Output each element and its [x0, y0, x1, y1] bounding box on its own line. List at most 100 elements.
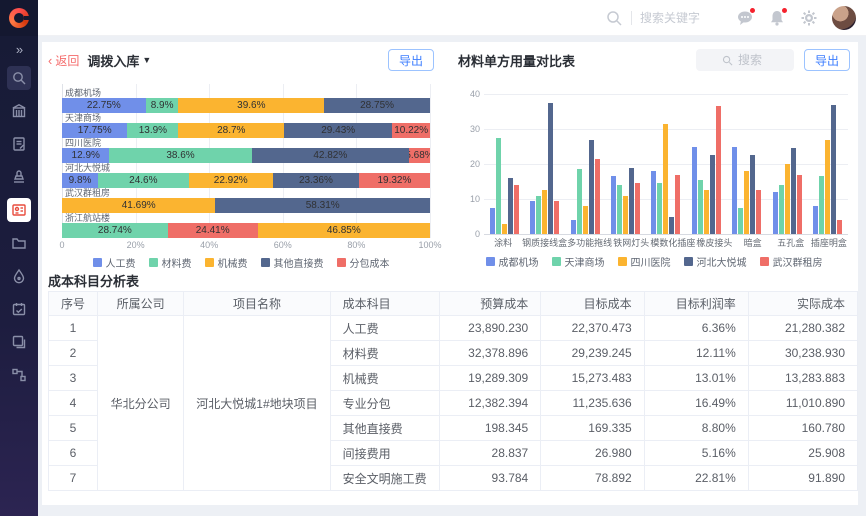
bar-河北大悦城: [750, 155, 756, 234]
bar-segment-其他直接费: 58.31%: [215, 198, 430, 213]
legend-swatch: [204, 258, 214, 267]
page-title-dropdown[interactable]: 调拨入库: [87, 53, 140, 69]
bar-segment-材料费: 38.6%: [109, 148, 252, 163]
legend-item-分包成本[interactable]: 分包成本: [336, 255, 390, 270]
panel-search[interactable]: [696, 49, 794, 71]
bar-天津商场: [576, 169, 582, 234]
bar-河北大悦城: [507, 178, 513, 234]
global-search-input[interactable]: [640, 11, 760, 25]
export-button-right[interactable]: 导出: [804, 49, 850, 71]
bar-segment-人工费: 22.75%: [62, 98, 146, 113]
bar-天津商场: [617, 185, 623, 234]
cell-margin: 16.49%: [643, 390, 749, 416]
legend-item-武汉群租房[interactable]: 武汉群租房: [759, 254, 823, 269]
chevron-down-icon[interactable]: ▼: [142, 55, 152, 65]
bar-group-模数化插座: [646, 94, 686, 234]
bar-天津商场: [778, 185, 784, 234]
table-row: 6 间接费用 28.837 26.980 5.16% 25.908: [47, 440, 859, 466]
gear-icon[interactable]: [800, 9, 818, 27]
grouped-chart-legend: 成都机场 天津商场 四川医院 河北大悦城 武汉群租房: [458, 254, 850, 269]
gridline: [484, 94, 848, 95]
cell-subject: 人工费: [329, 315, 440, 341]
bar-成都机场: [732, 146, 738, 234]
bar-武汉群租房: [554, 200, 560, 234]
cell-target: 26.980: [540, 440, 645, 466]
sidebar-item-org[interactable]: [7, 99, 31, 123]
legend-item-机械费[interactable]: 机械费: [204, 255, 248, 270]
sidebar-item-search[interactable]: [7, 66, 31, 90]
bar-成都机场: [651, 171, 657, 234]
cell-budget: 198.345: [438, 415, 542, 441]
table-header-5: 目标成本: [540, 291, 645, 316]
category-label: 天津商场: [65, 113, 102, 123]
sidebar-item-files[interactable]: [7, 231, 31, 255]
legend-item-人工费[interactable]: 人工费: [92, 255, 136, 270]
table-header-0: 序号: [47, 291, 99, 316]
legend-item-四川医院[interactable]: 四川医院: [617, 254, 671, 269]
global-search[interactable]: [605, 0, 760, 36]
cell-subject: 间接费用: [329, 440, 440, 466]
bar-武汉群租房: [837, 220, 843, 234]
panel-search-input[interactable]: [738, 53, 768, 67]
cell-project: 河北大悦城1#地块项目: [183, 315, 331, 491]
bar-segment-材料费: 28.74%: [62, 223, 168, 238]
table-header-3: 成本科目: [329, 291, 440, 316]
sidebar-item-workflow[interactable]: [7, 363, 31, 387]
export-button-left[interactable]: 导出: [388, 49, 434, 71]
table-header-7: 实际成本: [747, 291, 859, 316]
app-logo[interactable]: [0, 0, 38, 36]
legend-item-天津商场[interactable]: 天津商场: [551, 254, 605, 269]
bar-四川医院: [703, 190, 709, 234]
cell-actual: 13,283.883: [747, 365, 859, 391]
sidebar-item-schedule[interactable]: [7, 297, 31, 321]
bar-河北大悦城: [588, 139, 594, 234]
bar-武汉群租房: [594, 158, 600, 234]
copy-icon: [11, 334, 27, 350]
legend-item-成都机场[interactable]: 成都机场: [485, 254, 539, 269]
bar-group-插座明盒: [808, 94, 848, 234]
y-tick: 40: [469, 89, 480, 99]
bar-segment-其他直接费: 42.82%: [251, 148, 410, 163]
back-link[interactable]: ‹ 返回: [48, 52, 80, 68]
table-row: 2 材料费 32,378.896 29,239.245 12.11% 30,238.930: [47, 340, 859, 366]
bar-segment-机械费: 22.92%: [188, 173, 273, 188]
cell-index: 7: [47, 465, 99, 491]
bar-河北大悦城: [629, 167, 635, 234]
bar-四川医院: [784, 164, 790, 234]
sidebar-expand-icon[interactable]: »: [15, 42, 23, 57]
table-row: 1 华北分公司 河北大悦城1#地块项目 人工费 23,890.230 22,370.473…: [47, 315, 859, 491]
cell-target: 22,370.473: [540, 315, 645, 341]
back-chevron-icon: ‹: [48, 52, 53, 68]
bar-group-涂料: [484, 94, 524, 234]
sidebar-item-materials[interactable]: [7, 198, 31, 222]
bar-segment-其他直接费: 28.75%: [324, 98, 430, 113]
legend-item-其他直接费[interactable]: 其他直接费: [260, 255, 324, 270]
cell-subject: 其他直接费: [329, 415, 440, 441]
cell-subject: 机械费: [329, 365, 440, 391]
bar-group-多功能拖线: [565, 94, 605, 234]
bar-武汉群租房: [635, 183, 641, 234]
legend-item-河北大悦城[interactable]: 河北大悦城: [683, 254, 747, 269]
sidebar-item-contract[interactable]: [7, 132, 31, 156]
cell-target: 78.892: [540, 465, 645, 491]
legend-swatch: [336, 258, 346, 267]
avatar[interactable]: [832, 6, 856, 30]
table-header-1: 所属公司: [97, 291, 185, 316]
bar-河北大悦城: [709, 155, 715, 234]
legend-swatch: [260, 258, 270, 267]
legend-item-材料费[interactable]: 材料费: [148, 255, 192, 270]
bell-icon[interactable]: [768, 8, 787, 27]
sidebar-item-approval[interactable]: [7, 165, 31, 189]
bar-segment-分包成本: 10.22%: [392, 123, 430, 138]
legend-swatch: [617, 257, 627, 266]
chat-icon[interactable]: [736, 8, 755, 27]
bar-segment-其他直接费: 29.43%: [284, 123, 393, 138]
logo-icon: [9, 8, 30, 28]
sidebar-item-ink[interactable]: [7, 264, 31, 288]
bar-segment-人工费: 9.8%: [62, 173, 99, 188]
cell-index: 1: [47, 315, 99, 341]
bar-四川医院: [582, 206, 588, 234]
sidebar-item-copy[interactable]: [7, 330, 31, 354]
cell-subject: 专业分包: [329, 390, 440, 416]
x-tick: 20%: [126, 240, 145, 250]
